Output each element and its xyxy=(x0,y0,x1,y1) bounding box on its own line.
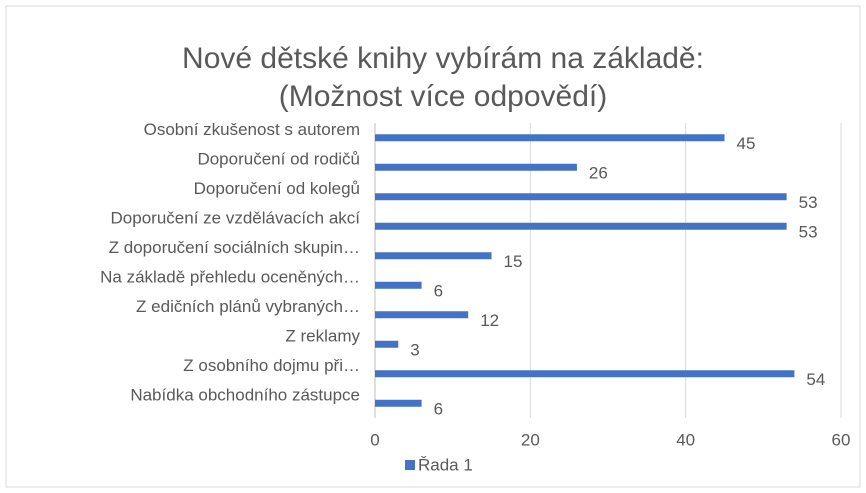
bar xyxy=(375,222,787,230)
x-tick-label: 60 xyxy=(832,430,851,449)
legend-label: Řada 1 xyxy=(418,455,473,474)
bar xyxy=(375,193,787,201)
y-tick-label: Doporučení od kolegů xyxy=(194,179,360,198)
y-tick-label: Z doporučení sociálních skupin… xyxy=(109,238,360,257)
data-label: 54 xyxy=(806,370,825,389)
y-tick-label: Doporučení ze vzdělávacích akcí xyxy=(111,209,361,228)
bar xyxy=(375,399,422,407)
bar xyxy=(375,370,795,378)
data-label: 6 xyxy=(434,400,443,419)
x-tick-label: 0 xyxy=(370,430,379,449)
bar xyxy=(375,340,399,348)
data-label: 53 xyxy=(799,223,818,242)
chart-border xyxy=(5,5,861,488)
bar xyxy=(375,134,725,142)
y-tick-label: Na základě přehledu oceněných… xyxy=(100,268,360,287)
chart-title: Nové dětské knihy vybírám na základě: (M… xyxy=(182,42,704,113)
x-tick-label: 20 xyxy=(521,430,540,449)
data-label: 15 xyxy=(504,252,523,271)
y-tick-label: Osobní zkušenost s autorem xyxy=(144,120,360,139)
legend-swatch xyxy=(405,460,415,470)
bar xyxy=(375,311,469,319)
y-tick-label: Z reklamy xyxy=(285,327,360,346)
y-tick-label: Doporučení od rodičů xyxy=(197,150,360,169)
y-tick-label: Z edičních plánů vybraných… xyxy=(136,297,360,316)
bar xyxy=(375,281,422,289)
data-label: 53 xyxy=(799,193,818,212)
data-label: 26 xyxy=(589,164,608,183)
data-label: 6 xyxy=(434,282,443,301)
x-tick-label: 40 xyxy=(676,430,695,449)
data-label: 45 xyxy=(737,134,756,153)
y-tick-label: Z osobního dojmu při… xyxy=(183,356,360,375)
y-tick-label: Nabídka obchodního zástupce xyxy=(130,386,360,405)
bar xyxy=(375,252,492,260)
bar xyxy=(375,163,577,171)
data-label: 12 xyxy=(480,311,499,330)
data-label: 3 xyxy=(410,341,419,360)
